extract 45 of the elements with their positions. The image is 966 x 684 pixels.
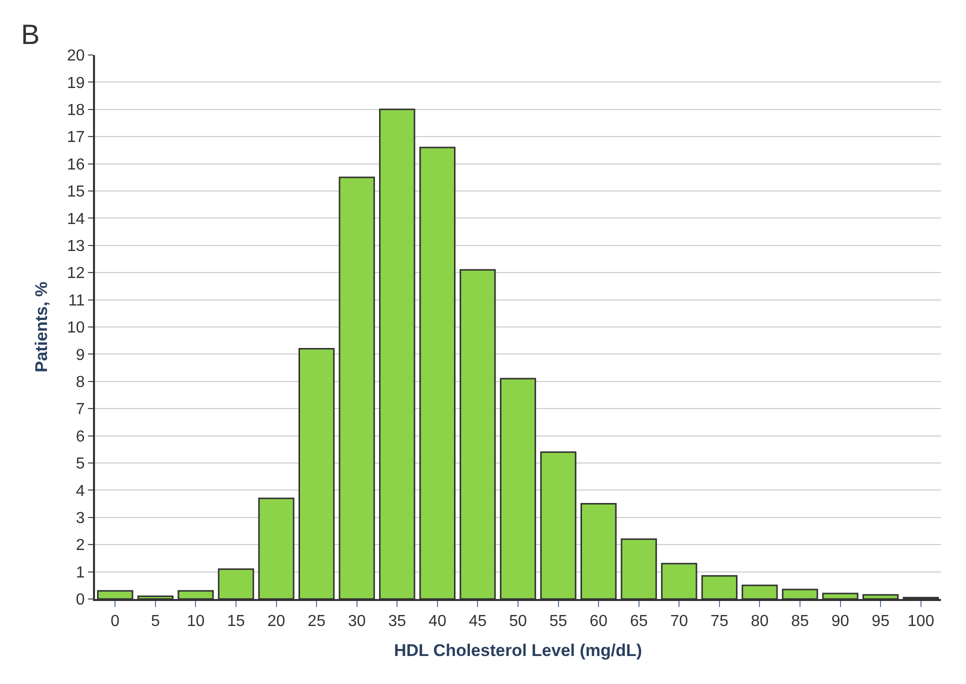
x-tick-label: 0 bbox=[110, 613, 120, 630]
y-tick-label: 9 bbox=[76, 346, 85, 364]
y-tick-label: 14 bbox=[67, 210, 85, 228]
y-tick-label: 13 bbox=[67, 238, 85, 255]
x-tick-label: 85 bbox=[791, 613, 809, 630]
y-tick-label: 7 bbox=[76, 401, 85, 418]
x-tick-label: 95 bbox=[872, 613, 890, 630]
y-tick-label: 12 bbox=[67, 265, 85, 282]
x-tick-label: 55 bbox=[549, 613, 568, 630]
y-tick-label: 17 bbox=[67, 129, 85, 146]
y-tick-label: 6 bbox=[76, 428, 85, 446]
x-tick-label: 30 bbox=[348, 613, 366, 630]
y-tick-label: 0 bbox=[76, 592, 85, 609]
x-tick-label: 15 bbox=[227, 613, 245, 630]
y-tick-label: 5 bbox=[76, 456, 85, 473]
x-tick-label: 65 bbox=[630, 613, 648, 630]
x-tick-label: 5 bbox=[150, 613, 160, 630]
y-tick-label: 16 bbox=[67, 156, 85, 174]
y-tick-label: 8 bbox=[76, 374, 85, 391]
y-tick-label: 18 bbox=[67, 102, 85, 119]
y-axis-title: Patients, % bbox=[32, 282, 52, 372]
x-tick-label: 40 bbox=[428, 613, 446, 630]
y-tick-label: 4 bbox=[76, 482, 85, 500]
x-tick-label: 10 bbox=[186, 613, 205, 630]
y-tick-label: 10 bbox=[67, 320, 85, 337]
x-axis-title: HDL Cholesterol Level (mg/dL) bbox=[394, 641, 642, 660]
x-tick-label: 45 bbox=[468, 613, 487, 630]
text: B bbox=[21, 19, 40, 50]
x-tick-label: 100 bbox=[908, 613, 934, 630]
y-tick-label: 11 bbox=[68, 292, 85, 310]
x-tick-label: 50 bbox=[509, 613, 527, 630]
x-tick-label: 20 bbox=[267, 613, 286, 630]
y-tick-label: 19 bbox=[67, 74, 85, 92]
x-tick-label: 25 bbox=[308, 613, 326, 630]
y-tick-label: 2 bbox=[76, 537, 85, 554]
x-tick-label: 35 bbox=[388, 613, 406, 630]
x-tick-label: 90 bbox=[831, 613, 850, 630]
y-tick-label: 3 bbox=[76, 510, 85, 527]
x-tick-label: 75 bbox=[710, 613, 728, 630]
x-tick-label: 70 bbox=[670, 613, 688, 630]
y-tick-label: 1 bbox=[76, 564, 85, 582]
y-tick-label: 15 bbox=[67, 184, 85, 201]
y-tick-label: 20 bbox=[67, 48, 85, 65]
x-tick-label: 80 bbox=[750, 613, 769, 630]
x-tick-label: 60 bbox=[590, 613, 608, 630]
